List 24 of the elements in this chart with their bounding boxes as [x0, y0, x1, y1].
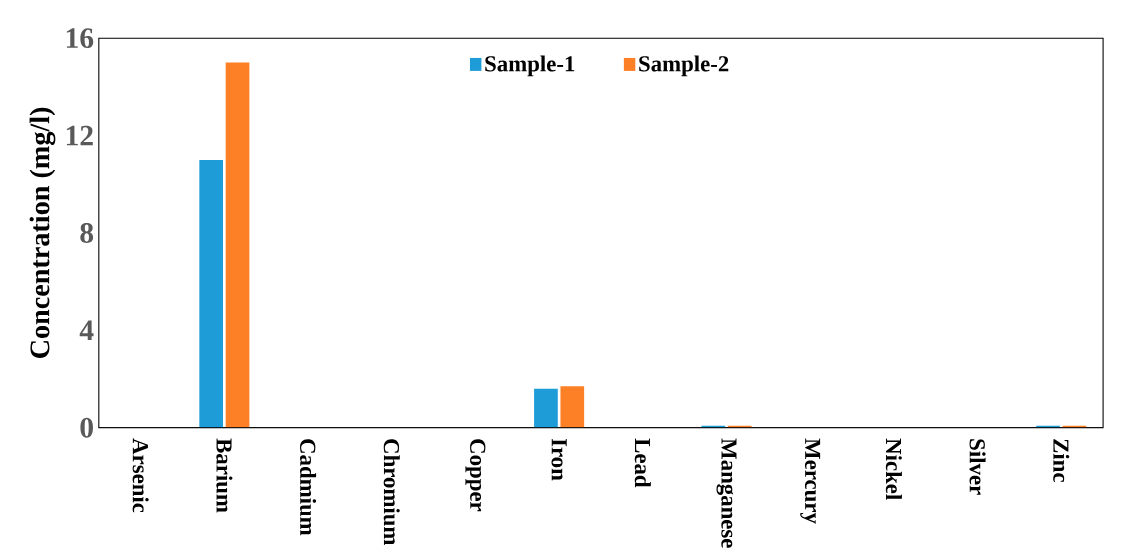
y-tick-label: 16 [66, 28, 94, 49]
y-axis-title: Concentration (mg/l) [29, 107, 56, 359]
x-tick-label: Cadmium [299, 439, 317, 536]
bar [534, 388, 558, 428]
legend-label: Sample-2 [639, 55, 729, 77]
x-tick-label: Nickel [885, 438, 902, 501]
bar [199, 160, 224, 428]
x-tick-label: Copper [465, 439, 486, 512]
bar [560, 386, 585, 428]
y-tick-label: 12 [66, 125, 93, 146]
y-tick-label: 8 [80, 223, 94, 244]
x-tick-label: Barium [216, 438, 233, 513]
y-tick-label: 0 [80, 417, 93, 438]
x-tick-label: Iron [551, 439, 567, 481]
x-tick-label: Chromium [383, 439, 400, 546]
legend-label: Sample-1 [485, 55, 575, 77]
x-tick-label: Zinc [1053, 439, 1070, 483]
x-tick-label: Silver [969, 439, 986, 495]
x-tick-label: Arsenic [132, 438, 149, 513]
bar [225, 62, 250, 428]
x-tick-label: Lead [634, 438, 651, 488]
x-tick-label: Manganese [716, 438, 737, 548]
y-tick-label: 4 [79, 320, 94, 341]
x-tick-label: Mercury [800, 438, 821, 524]
